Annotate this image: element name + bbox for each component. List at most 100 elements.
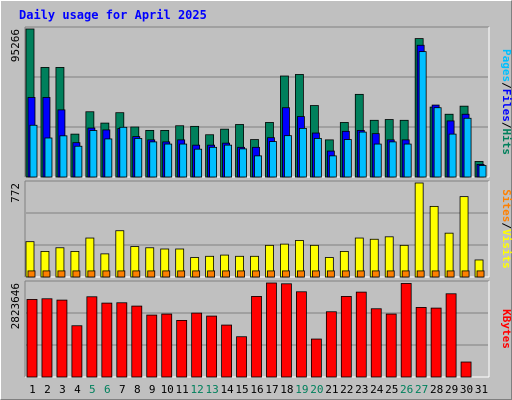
day-label: 22 [340,383,353,396]
day-label: 14 [220,383,234,396]
bar-sites [57,270,66,278]
day-label: 18 [280,383,293,396]
day-label: 24 [370,383,384,396]
panel-2: 772 Sites/Visits [9,180,512,278]
bar-kbytes [86,296,98,378]
day-label: 25 [385,383,398,396]
day-label: 3 [59,383,66,396]
day-label: 29 [445,383,458,396]
bar-pages [403,143,412,178]
bar-sites [326,270,335,278]
day-label: 12 [191,383,204,396]
day-label: 17 [265,383,278,396]
y-max-label: 2823646 [9,283,22,329]
bar-sites [461,270,470,278]
bar-kbytes [41,298,53,378]
day-label: 9 [149,383,156,396]
bar-pages [343,139,352,178]
bar-sites [207,270,216,278]
bar-kbytes [116,302,128,378]
bar-pages [44,137,53,178]
bar-kbytes [370,308,382,378]
bar-sites [87,270,96,278]
bar-pages [209,146,218,178]
bar-pages [284,135,292,178]
bar-kbytes [266,282,277,378]
bar-sites [132,270,141,278]
bar-sites [162,270,171,278]
bar-sites [341,270,350,278]
bar-pages [299,127,307,178]
bar-sites [311,270,320,278]
y-axis-label-pages: Pages [500,49,512,82]
y-axis-label: Sites/Visits [500,189,512,269]
day-label: 21 [325,383,338,396]
bar-kbytes [221,324,232,378]
bar-sites [356,270,365,278]
day-label: 27 [415,383,428,396]
bar-pages [59,135,68,178]
bars-visits-sites [25,182,485,278]
bar-pages [239,148,247,178]
bar-pages [74,145,83,178]
y-axis-label-sites: Sites [500,189,512,222]
day-label: 23 [355,383,368,396]
day-label: 8 [134,383,141,396]
bar-kbytes [445,293,457,378]
chart-title: Daily usage for April 2025 [19,8,207,22]
day-label: 11 [176,383,189,396]
bar-kbytes [26,299,38,378]
bar-kbytes [251,296,262,378]
bar-kbytes [296,291,307,378]
bar-pages [328,155,337,178]
day-label: 1 [29,383,36,396]
day-label: 2 [44,383,51,396]
day-label: 10 [161,383,174,396]
y-axis-label-files: Files [500,89,512,122]
bar-sites [431,270,440,278]
bar-pages [179,143,188,178]
bar-sites [371,270,380,278]
bar-pages [269,141,277,178]
bar-visits [444,232,454,278]
bar-kbytes [340,296,352,378]
bar-sites [297,270,305,278]
bar-kbytes [281,283,292,378]
day-label: 13 [205,383,218,396]
bar-pages [418,51,427,178]
bar-sites [401,270,410,278]
bar-sites [446,270,455,278]
bar-pages [119,126,128,178]
day-label: 7 [119,383,126,396]
bar-kbytes [385,313,397,378]
bar-sites [416,270,425,278]
bar-kbytes [325,311,337,378]
bar-visits [459,196,469,278]
bar-pages [29,124,38,178]
bar-pages [89,130,98,178]
y-axis-label-visits: Visits [500,229,512,269]
day-label: 20 [310,383,323,396]
day-label: 6 [104,383,111,396]
bar-kbytes [415,307,427,378]
bar-visits [429,205,439,278]
bar-kbytes [101,302,113,378]
y-axis-label-kbytes: KBytes [500,309,512,349]
bar-kbytes [355,291,367,378]
bars-kbytes [26,282,472,378]
bar-kbytes [236,336,247,378]
panel-1: 95266 Pages/Files/Hits [9,26,512,178]
day-label: 4 [74,383,81,396]
bar-pages [149,141,158,178]
bar-visits [414,182,424,278]
bar-sites [252,270,260,278]
bar-kbytes [56,299,68,378]
bar-kbytes [131,305,143,378]
bar-sites [177,270,186,278]
bar-sites [42,270,51,278]
bar-sites [147,270,156,278]
bar-sites [282,270,290,278]
bar-kbytes [206,315,218,378]
y-max-label: 772 [9,183,22,203]
